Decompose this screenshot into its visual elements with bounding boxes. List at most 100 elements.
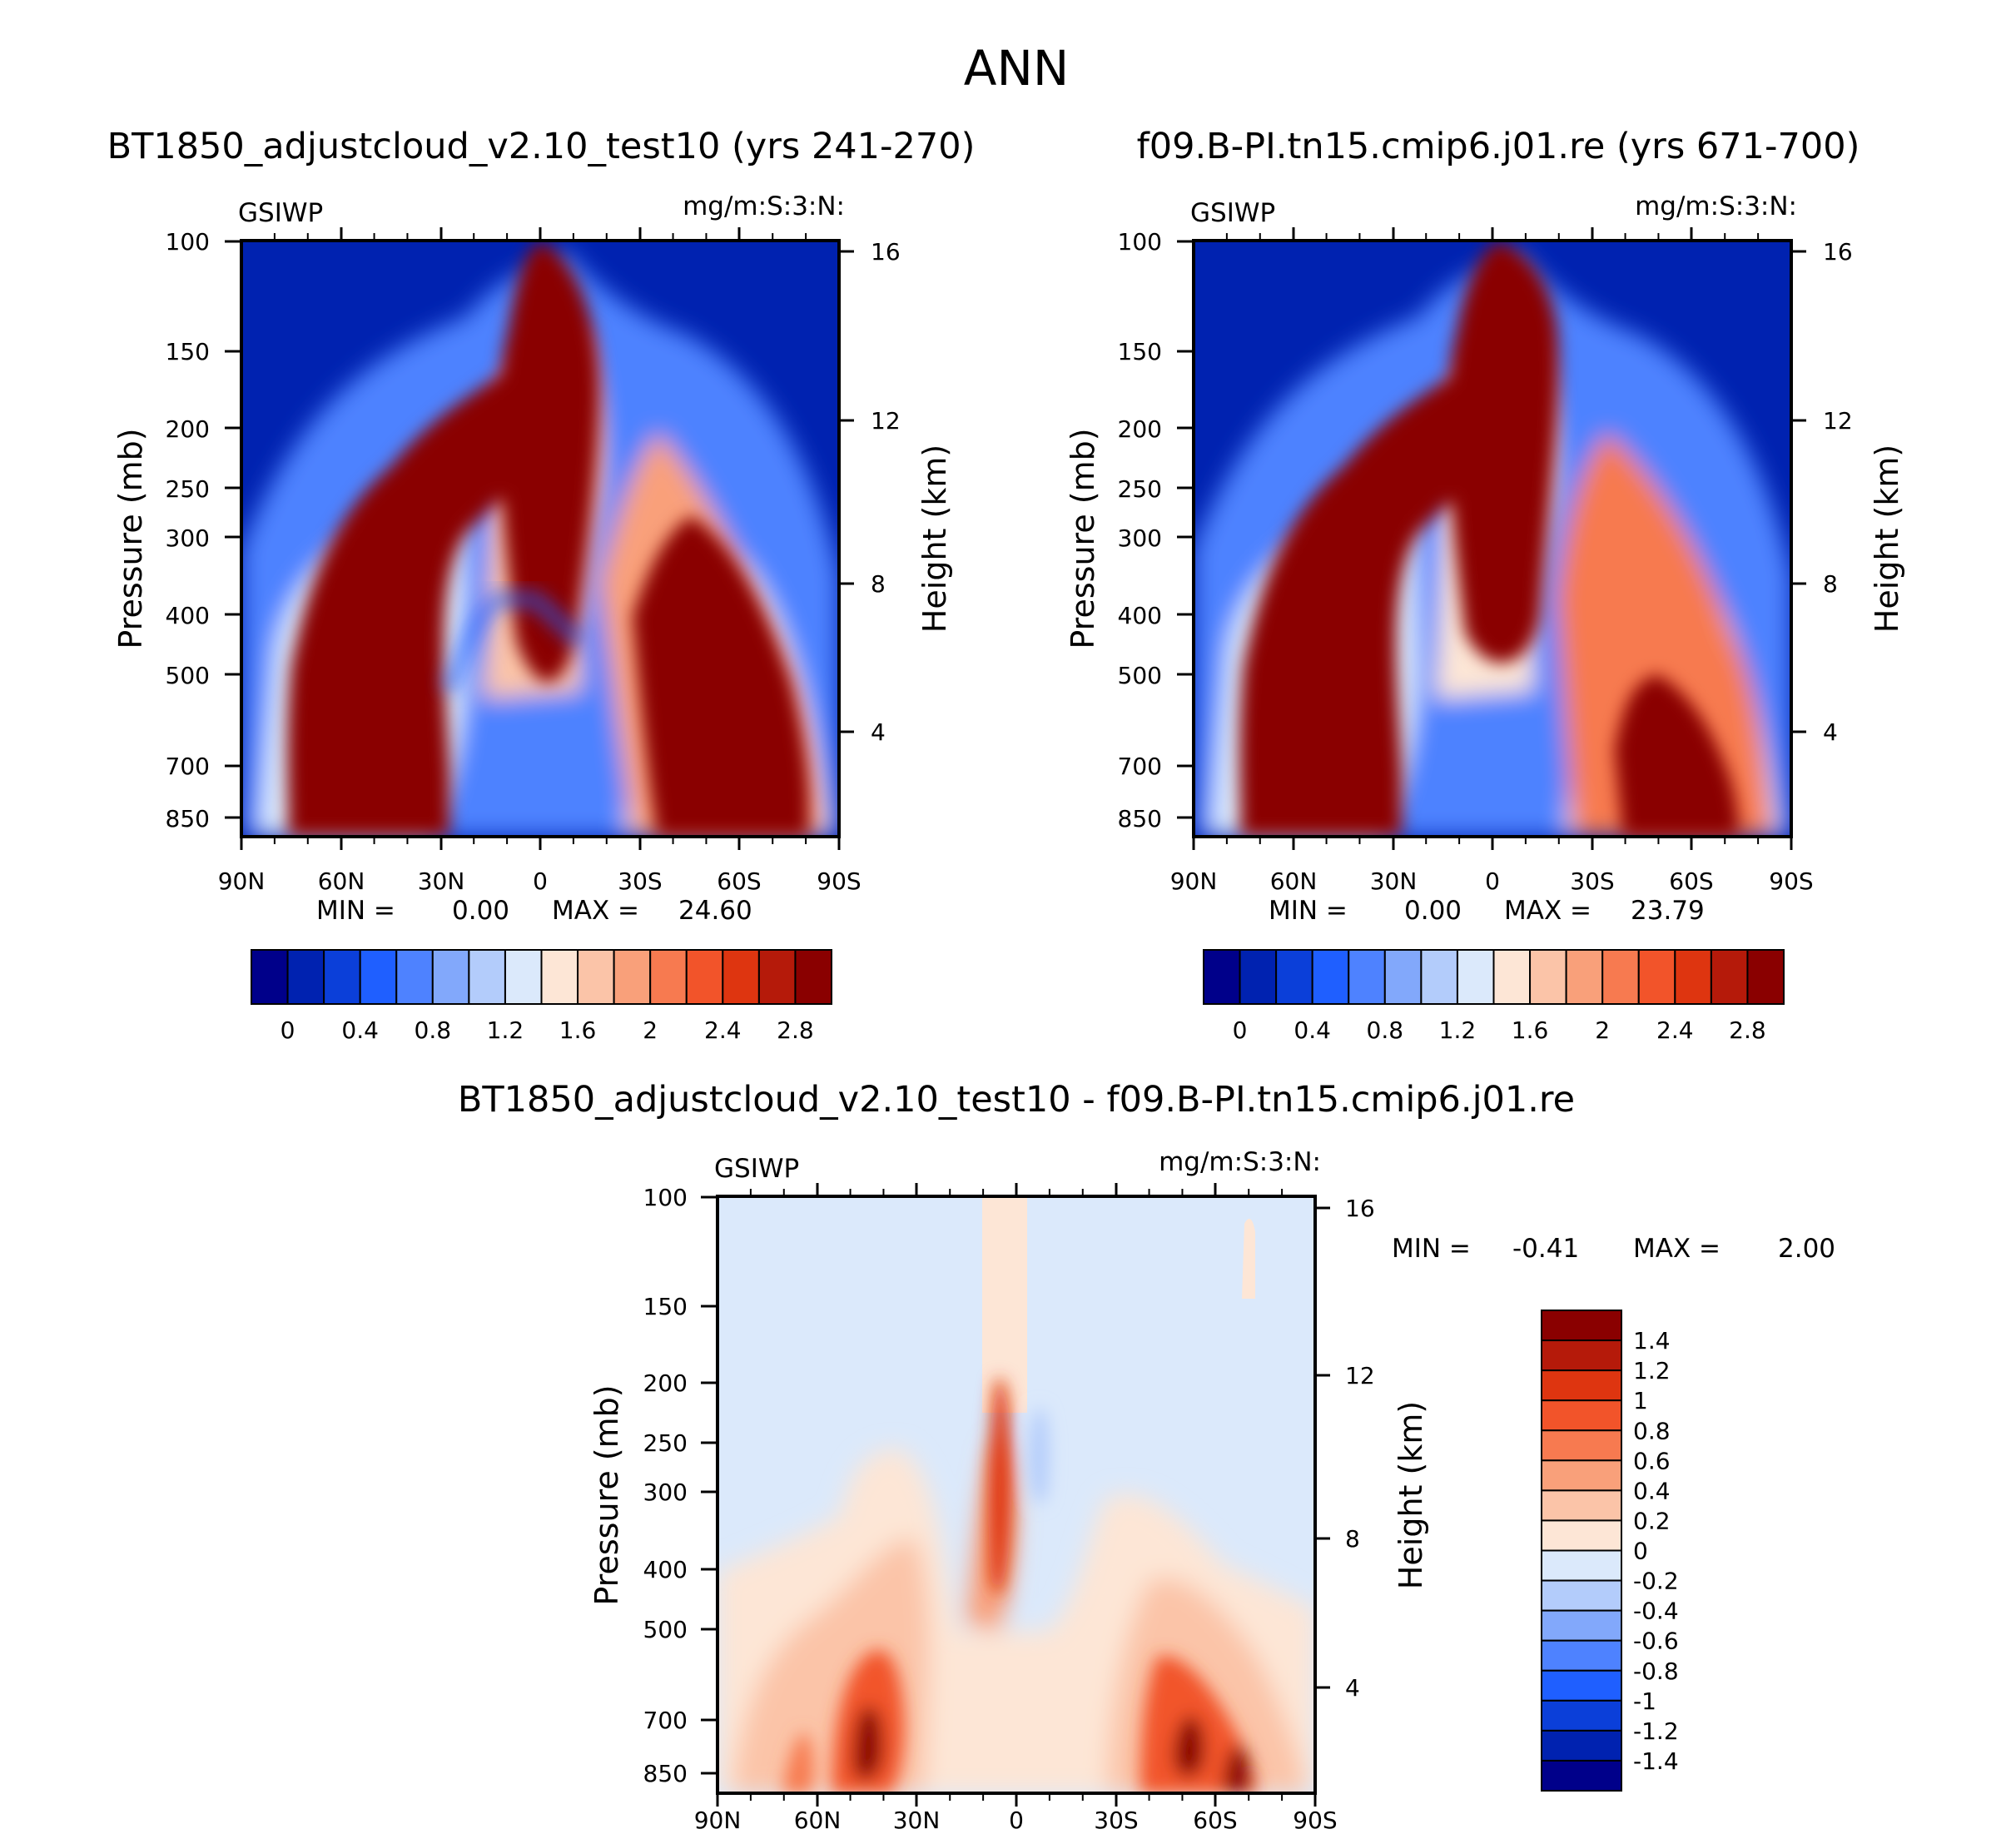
y-tick-label: 300 — [166, 524, 210, 552]
colorbar-label: -0.2 — [1633, 1568, 1679, 1595]
x-tick-label: 90S — [1293, 1807, 1337, 1834]
y-tick-label: 300 — [1118, 524, 1162, 552]
panel-title: f09.B-PI.tn15.cmip6.j01.re (yrs 671-700) — [1137, 126, 1860, 167]
units-label: mg/m:S:3:N: — [1159, 1147, 1321, 1177]
contour-field — [1194, 241, 1791, 837]
x-tick-label: 60S — [1193, 1807, 1237, 1834]
max-value: 2.00 — [1778, 1234, 1835, 1264]
colorbar-swatch — [1541, 1399, 1622, 1432]
x-axis-ticks: 90N 60N 30N 0 30S 60S 90S — [218, 227, 862, 895]
colorbar-swatch — [1541, 1519, 1622, 1552]
x-tick-label: 30S — [1094, 1807, 1138, 1834]
colorbar-label: 2 — [643, 1016, 658, 1044]
min-max-stats: MIN = -0.41 MAX = 2.00 — [1392, 1234, 1835, 1264]
y-tick-label: 700 — [643, 1707, 688, 1734]
y-tick-label: 100 — [1118, 228, 1162, 256]
x-tick-label: 60S — [717, 867, 761, 895]
min-label: MIN = — [1392, 1234, 1471, 1264]
colorbar-swatch — [722, 949, 760, 1005]
colorbar: 0 0.4 0.8 1.2 1.6 2 2.4 2.8 — [251, 949, 832, 1044]
panel-difference: BT1850_adjustcloud_v2.10_test10 - f09.B-… — [458, 1079, 1835, 1834]
colorbar-swatch — [1541, 1310, 1622, 1342]
x-axis-ticks: 90N 60N 30N 0 30S 60S 90S — [694, 1183, 1338, 1834]
height-tick-label: 4 — [1823, 718, 1838, 746]
colorbar-label: 0.6 — [1633, 1447, 1671, 1474]
min-max-stats: MIN = 0.00 MAX = 23.79 — [1269, 896, 1705, 926]
height-axis-ticks: 16 12 8 4 — [1791, 238, 1853, 746]
colorbar-swatch — [1529, 949, 1567, 1005]
colorbar-swatch — [1541, 1459, 1622, 1492]
height-axis-label: Height (km) — [1393, 1401, 1429, 1589]
max-label: MAX = — [552, 896, 639, 926]
x-tick-label: 90N — [218, 867, 266, 895]
max-label: MAX = — [1504, 896, 1591, 926]
colorbar-swatch — [468, 949, 506, 1005]
y-tick-label: 850 — [166, 805, 210, 833]
height-tick-label: 4 — [1345, 1674, 1360, 1702]
x-tick-label: 60N — [794, 1807, 842, 1834]
min-label: MIN = — [1269, 896, 1348, 926]
y-tick-label: 100 — [166, 228, 210, 256]
colorbar-swatch — [685, 949, 724, 1005]
colorbar-swatch — [540, 949, 579, 1005]
y-axis-ticks: 100 150 200 250 300 400 500 700 850 — [1118, 228, 1194, 833]
colorbar-swatch — [251, 949, 289, 1005]
colorbar-label: 1.4 — [1633, 1327, 1671, 1354]
colorbar-swatch — [1492, 949, 1532, 1005]
colorbar-label: 0.4 — [1633, 1477, 1671, 1504]
y-tick-label: 150 — [643, 1293, 688, 1320]
colorbar-swatch — [1541, 1609, 1622, 1642]
y-axis-label: Pressure (mb) — [588, 1384, 625, 1605]
colorbar-label: -1.2 — [1633, 1717, 1679, 1745]
x-tick-label: 30N — [893, 1807, 941, 1834]
y-tick-label: 150 — [166, 338, 210, 365]
y-tick-label: 100 — [643, 1184, 688, 1211]
units-label: mg/m:S:3:N: — [1635, 191, 1797, 221]
colorbar-swatch — [395, 949, 434, 1005]
y-tick-label: 300 — [643, 1479, 688, 1506]
colorbar-label: 1.2 — [1439, 1016, 1477, 1044]
max-value: 23.79 — [1631, 896, 1705, 926]
colorbar-swatch — [323, 949, 361, 1005]
colorbar-label: 0 — [1233, 1016, 1248, 1044]
y-tick-label: 250 — [643, 1429, 688, 1457]
max-label: MAX = — [1633, 1234, 1721, 1264]
colorbar-swatch — [1311, 949, 1350, 1005]
min-label: MIN = — [316, 896, 395, 926]
y-tick-label: 250 — [166, 475, 210, 503]
height-axis-ticks: 16 12 8 4 — [839, 238, 901, 746]
figure-title: ANN — [964, 40, 1069, 97]
y-tick-label: 250 — [1118, 475, 1162, 503]
min-value: -0.41 — [1512, 1234, 1579, 1264]
contour-field — [718, 1196, 1315, 1793]
colorbar-swatch — [1541, 1639, 1622, 1672]
height-tick-label: 12 — [1823, 407, 1853, 435]
y-axis-label: Pressure (mb) — [112, 428, 149, 649]
colorbar-label: 0.8 — [1633, 1417, 1671, 1444]
colorbar-label: -0.6 — [1633, 1628, 1679, 1655]
x-tick-label: 60S — [1669, 867, 1713, 895]
y-tick-label: 500 — [166, 662, 210, 689]
y-tick-label: 400 — [166, 602, 210, 629]
height-axis-label: Height (km) — [1869, 445, 1905, 633]
max-value: 24.60 — [678, 896, 752, 926]
x-tick-label: 90N — [694, 1807, 742, 1834]
x-tick-label: 90S — [1769, 867, 1813, 895]
x-tick-label: 90S — [817, 867, 861, 895]
height-tick-label: 8 — [871, 570, 886, 598]
colorbar-label: 0.8 — [1367, 1016, 1404, 1044]
colorbar-swatch — [1541, 1339, 1622, 1372]
colorbar-label: 0.4 — [1294, 1016, 1331, 1044]
colorbar-swatch — [1541, 1429, 1622, 1462]
x-tick-label: 30S — [618, 867, 662, 895]
colorbar-label: -0.4 — [1633, 1598, 1679, 1625]
colorbar-swatch — [1239, 949, 1278, 1005]
y-tick-label: 400 — [643, 1556, 688, 1583]
colorbar-swatch — [504, 949, 543, 1005]
colorbar: 0 0.4 0.8 1.2 1.6 2 2.4 2.8 — [1203, 949, 1785, 1044]
colorbar-swatch — [1541, 1759, 1622, 1792]
colorbar-label: -0.8 — [1633, 1658, 1679, 1685]
y-tick-label: 850 — [643, 1760, 688, 1787]
height-tick-label: 12 — [1345, 1362, 1375, 1389]
colorbar-label: 2.4 — [704, 1016, 742, 1044]
